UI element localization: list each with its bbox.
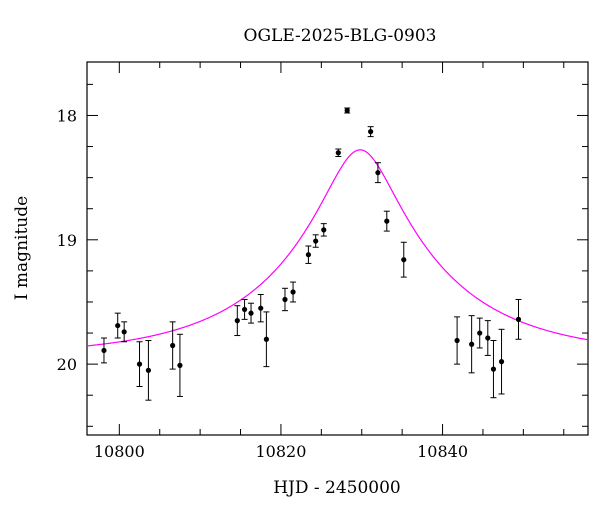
- data-point: [136, 341, 143, 388]
- data-marker: [321, 227, 327, 233]
- data-marker: [145, 367, 152, 373]
- data-marker: [290, 289, 296, 295]
- data-point: [335, 148, 342, 157]
- x-tick-label: 10800: [94, 442, 145, 461]
- data-point: [344, 107, 351, 114]
- data-point: [367, 126, 374, 138]
- data-point: [400, 241, 407, 278]
- data-point: [100, 337, 107, 364]
- data-point: [484, 320, 491, 356]
- data-point: [169, 321, 176, 370]
- data-marker: [485, 335, 491, 341]
- data-marker: [313, 238, 319, 244]
- x-tick-label: 10820: [255, 442, 306, 461]
- data-point: [498, 328, 505, 395]
- data-marker: [401, 257, 407, 263]
- data-point: [468, 315, 475, 374]
- y-tick-label: 20: [57, 355, 77, 374]
- y-axis-label: I magnitude: [12, 196, 32, 300]
- data-point: [281, 287, 288, 312]
- data-marker: [368, 129, 374, 135]
- data-marker: [263, 336, 269, 342]
- data-marker: [498, 359, 505, 365]
- data-point: [305, 245, 312, 264]
- y-tick-label: 19: [57, 231, 77, 250]
- axis-ticks: [87, 62, 588, 435]
- data-marker: [384, 218, 390, 224]
- x-axis-label: HJD - 2450000: [273, 478, 401, 498]
- data-point: [248, 302, 255, 324]
- data-point: [383, 210, 390, 232]
- data-marker: [469, 341, 475, 347]
- model-curve-group: [86, 149, 589, 347]
- data-marker: [170, 342, 176, 349]
- data-marker: [477, 330, 483, 336]
- data-point: [374, 162, 381, 184]
- data-marker: [121, 329, 127, 335]
- data-marker: [305, 252, 312, 258]
- data-marker: [258, 305, 264, 311]
- data-point: [114, 312, 121, 339]
- data-point: [476, 317, 483, 349]
- y-tick-label: 18: [57, 106, 77, 125]
- data-point: [121, 321, 128, 343]
- data-point: [263, 311, 270, 368]
- data-marker: [177, 362, 183, 368]
- x-tick-label: 10840: [417, 442, 468, 461]
- data-marker: [248, 310, 254, 316]
- data-marker: [282, 296, 288, 303]
- model-curve: [86, 149, 589, 347]
- data-point: [290, 281, 297, 303]
- data-marker: [344, 107, 350, 114]
- chart-title: OGLE-2025-BLG-0903: [244, 26, 437, 46]
- data-marker: [115, 322, 121, 329]
- plot-frame: [86, 61, 589, 436]
- data-point: [234, 305, 241, 337]
- tick-labels: 10800 10820 10840 18 19 20: [57, 106, 468, 461]
- data-marker: [241, 306, 248, 313]
- data-point: [515, 298, 522, 340]
- data-point: [145, 340, 152, 401]
- data-marker: [335, 150, 341, 156]
- data-point: [176, 333, 183, 397]
- data-point: [454, 316, 461, 365]
- data-points-group: [100, 107, 522, 401]
- data-point: [312, 234, 319, 248]
- data-marker: [515, 316, 522, 322]
- data-marker: [101, 347, 107, 354]
- data-marker: [454, 337, 460, 344]
- data-marker: [375, 170, 381, 176]
- data-marker: [234, 318, 240, 324]
- data-marker: [490, 366, 497, 372]
- data-point: [490, 340, 497, 399]
- data-point: [257, 294, 264, 323]
- data-marker: [136, 361, 143, 367]
- data-point: [320, 223, 327, 237]
- data-point: [241, 298, 248, 320]
